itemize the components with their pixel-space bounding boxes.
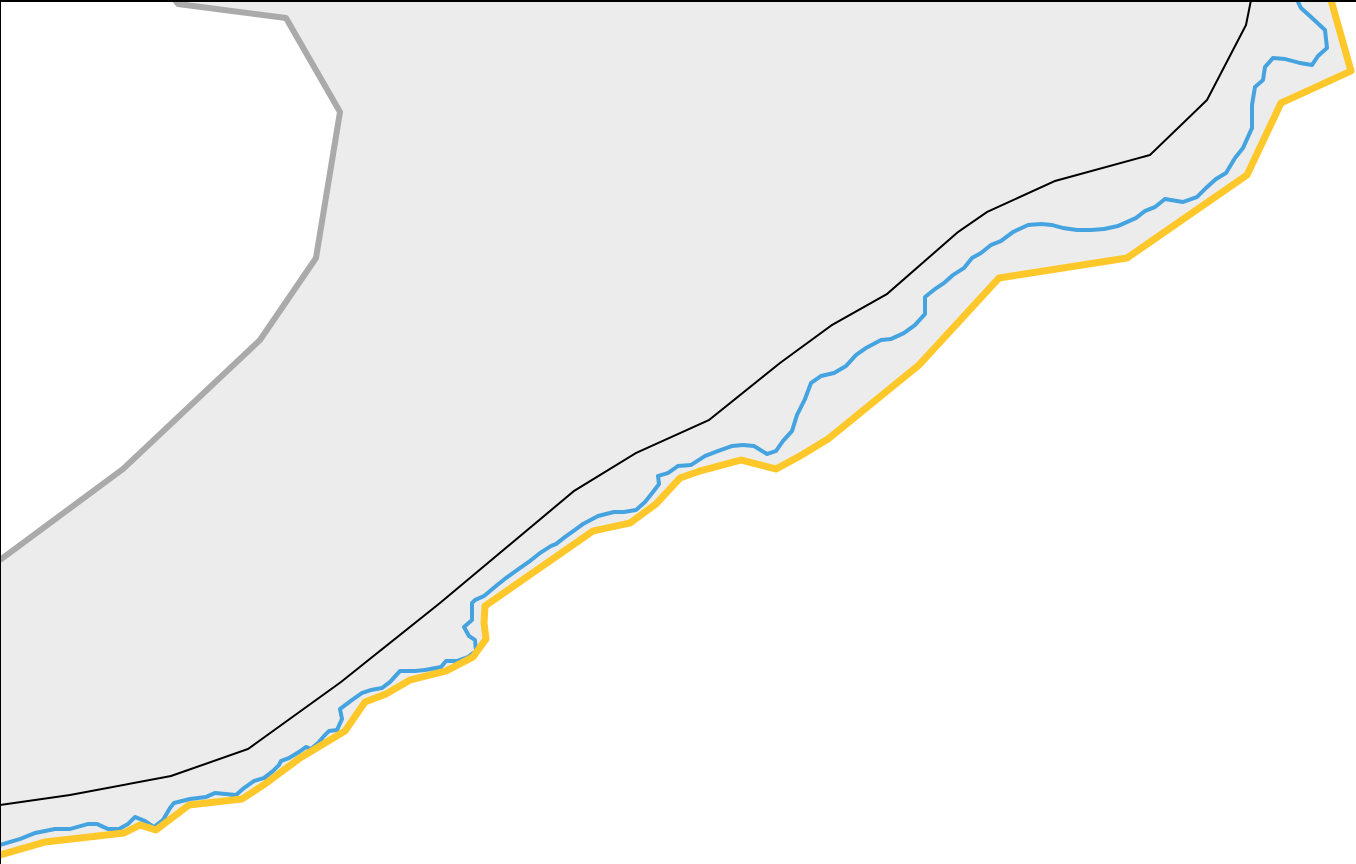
coastline-line <box>0 0 1329 847</box>
admin-boundary-line <box>0 0 343 563</box>
outline-line <box>0 0 1252 806</box>
